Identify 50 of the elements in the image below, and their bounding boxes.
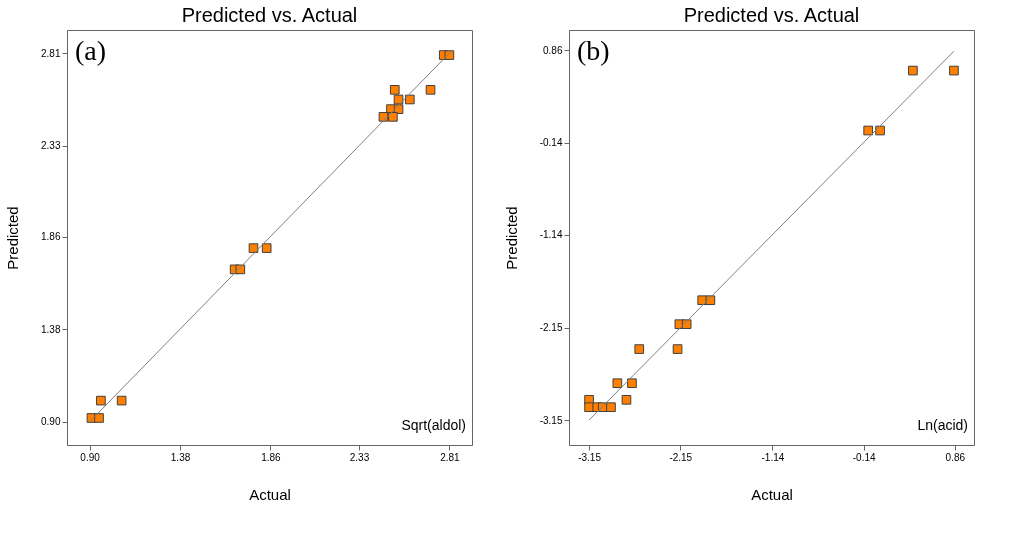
x-tick-label: -1.14 [761, 451, 785, 463]
y-tick-label: 0.86 [543, 44, 563, 56]
x-tick-label: 0.90 [80, 451, 101, 463]
x-tick-label: -2.15 [669, 451, 693, 463]
point [261, 243, 272, 253]
point [425, 85, 436, 95]
x-tick-label: 0.86 [945, 451, 966, 463]
chart-title: Predicted vs. Actual [181, 4, 358, 26]
point [672, 344, 683, 354]
point [949, 65, 959, 76]
chart-title: Predicted vs. Actual [683, 4, 860, 26]
x-tick-label: -3.15 [578, 451, 602, 463]
point [621, 394, 632, 405]
y-tick-label: -3.15 [539, 414, 563, 426]
y-tick-label: 2.81 [41, 47, 61, 59]
point [248, 243, 259, 253]
y-axis-title: Predicted [502, 206, 520, 270]
point [634, 344, 645, 354]
y-tick-label: -2.15 [539, 322, 563, 334]
y-tick-label: -0.14 [539, 137, 563, 149]
x-tick-label: 1.86 [261, 451, 282, 463]
x-tick-label: 2.33 [349, 451, 370, 463]
point [94, 413, 104, 423]
annotation: (a) [75, 35, 107, 66]
point [405, 94, 415, 105]
y-tick-label: 1.86 [41, 231, 61, 243]
annotation: (b) [577, 35, 610, 66]
x-tick-label: -0.14 [852, 451, 876, 463]
annotation: Sqrt(aldol) [401, 417, 466, 433]
point [388, 112, 398, 122]
point [908, 65, 918, 76]
point [96, 395, 106, 406]
point [116, 395, 127, 406]
point [389, 85, 400, 95]
y-axis-title: Predicted [4, 206, 22, 270]
y-tick-label: -1.14 [539, 229, 563, 241]
point [378, 112, 389, 122]
x-tick-label: 2.81 [440, 451, 461, 463]
x-tick-label: 1.38 [170, 451, 191, 463]
point [612, 378, 623, 389]
y-tick-label: 1.38 [41, 323, 61, 335]
y-tick-label: 0.90 [41, 416, 61, 428]
point [875, 125, 885, 136]
point [627, 378, 637, 389]
point [863, 125, 874, 136]
annotation: Ln(acid) [917, 417, 968, 433]
x-axis-title: Actual [249, 485, 291, 503]
x-axis-title: Actual [751, 485, 793, 503]
y-tick-label: 2.33 [41, 140, 61, 152]
point [606, 402, 616, 413]
